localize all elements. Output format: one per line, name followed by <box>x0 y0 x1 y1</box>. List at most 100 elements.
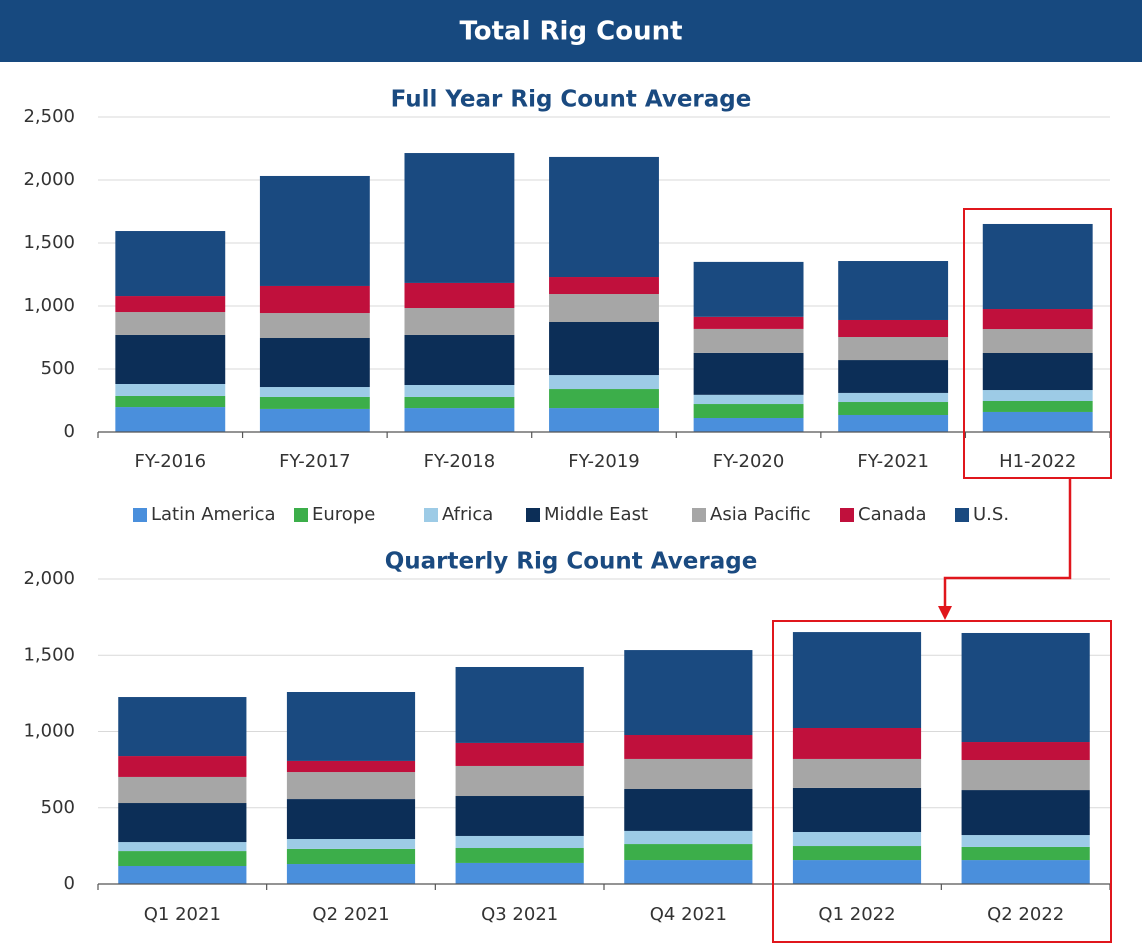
bar-segment <box>961 835 1090 847</box>
bar-segment <box>961 860 1090 884</box>
bar-segment <box>404 308 515 335</box>
bar-segment <box>115 383 226 396</box>
legend-label: Middle East <box>544 504 648 525</box>
bar-segment <box>118 756 247 777</box>
bar-segment <box>838 261 949 320</box>
bar-segment <box>792 787 922 832</box>
highlight-box <box>772 620 1112 943</box>
bar-segment <box>549 294 659 323</box>
x-tick-label: FY-2017 <box>279 451 351 472</box>
bar-segment <box>693 316 804 329</box>
bar-segment <box>404 282 515 309</box>
bar-segment <box>286 692 416 761</box>
bar-segment <box>838 402 949 415</box>
bar-segment <box>982 390 1093 402</box>
bar-segment <box>792 846 922 861</box>
bar-segment <box>693 418 804 432</box>
bar-segment <box>115 395 226 408</box>
bar-segment <box>792 727 922 759</box>
y-tick-label: 500 <box>41 358 75 379</box>
bar-segment <box>693 261 804 317</box>
bar-segment <box>693 352 804 395</box>
bar-segment <box>286 799 416 840</box>
bar-segment <box>404 396 515 409</box>
y-tick-label: 1,500 <box>23 644 75 665</box>
bar-segment <box>404 334 515 386</box>
bar-segment <box>549 375 659 390</box>
legend-swatch <box>955 508 969 522</box>
y-tick-label: 1,000 <box>23 295 75 316</box>
bar-segment <box>624 735 753 759</box>
arrow-head <box>938 606 952 620</box>
bar-segment <box>118 803 247 843</box>
legend-label: Latin America <box>151 504 276 525</box>
bar-segment <box>624 788 753 831</box>
x-tick-label: Q3 2021 <box>481 904 558 925</box>
bar-segment <box>404 385 515 397</box>
bar-segment <box>961 760 1090 791</box>
header-title: Total Rig Count <box>459 17 682 47</box>
x-tick-label: FY-2020 <box>713 451 785 472</box>
bar-segment <box>982 329 1093 353</box>
bar-segment <box>455 796 584 836</box>
legend-swatch <box>424 508 438 522</box>
bar-segment <box>259 387 370 397</box>
bar-segment <box>549 277 659 295</box>
bar-segment <box>455 666 584 743</box>
bar-segment <box>115 312 226 335</box>
bar-segment <box>455 742 584 766</box>
bar-segment <box>838 336 949 361</box>
y-tick-label: 0 <box>64 873 75 894</box>
bar-segment <box>549 156 659 278</box>
bar-segment <box>118 851 247 867</box>
bar-segment <box>624 844 753 861</box>
bar-segment <box>115 334 226 384</box>
bar-segment <box>455 862 584 884</box>
y-tick-label: 2,000 <box>23 568 75 589</box>
bar-segment <box>259 408 370 432</box>
bar-segment <box>838 392 949 403</box>
x-tick-label: FY-2021 <box>857 451 929 472</box>
bar-segment <box>982 223 1093 310</box>
x-tick-label: Q2 2022 <box>987 904 1064 925</box>
bar-segment <box>693 328 804 353</box>
bar-segment <box>693 394 804 405</box>
bar-segment <box>624 830 753 845</box>
bar-segment <box>115 231 226 297</box>
legend-swatch <box>294 508 308 522</box>
legend-swatch <box>133 508 147 522</box>
legend-label: Canada <box>858 504 927 525</box>
bar-segment <box>792 758 922 788</box>
bar-segment <box>549 408 659 432</box>
bar-segment <box>455 848 584 863</box>
bar-segment <box>549 389 659 409</box>
bar-segment <box>259 338 370 388</box>
bar-segment <box>792 831 922 847</box>
bar-segment <box>286 848 416 865</box>
bar-segment <box>982 401 1093 412</box>
x-tick-label: Q1 2022 <box>818 904 895 925</box>
highlight <box>772 208 1112 943</box>
legend-label: U.S. <box>973 504 1009 525</box>
bar-segment <box>693 404 804 419</box>
bar-segment <box>118 842 247 852</box>
bar-segment <box>404 153 515 283</box>
y-tick-label: 1,500 <box>23 232 75 253</box>
bar-segment <box>624 758 753 789</box>
y-tick-label: 2,000 <box>23 169 75 190</box>
legend-label: Europe <box>312 504 375 525</box>
bar-segment <box>961 846 1090 861</box>
bar-segment <box>259 396 370 409</box>
legend-swatch <box>840 508 854 522</box>
x-tick-label: FY-2019 <box>568 451 640 472</box>
bar-segment <box>792 632 922 728</box>
bar-segment <box>982 352 1093 391</box>
bar-segment <box>259 313 370 339</box>
x-tick-label: Q4 2021 <box>650 904 727 925</box>
bar-segment <box>115 296 226 313</box>
bar-segment <box>624 650 753 736</box>
bar-segment <box>259 285 370 314</box>
legend-swatch <box>692 508 706 522</box>
x-tick-label: FY-2018 <box>424 451 496 472</box>
